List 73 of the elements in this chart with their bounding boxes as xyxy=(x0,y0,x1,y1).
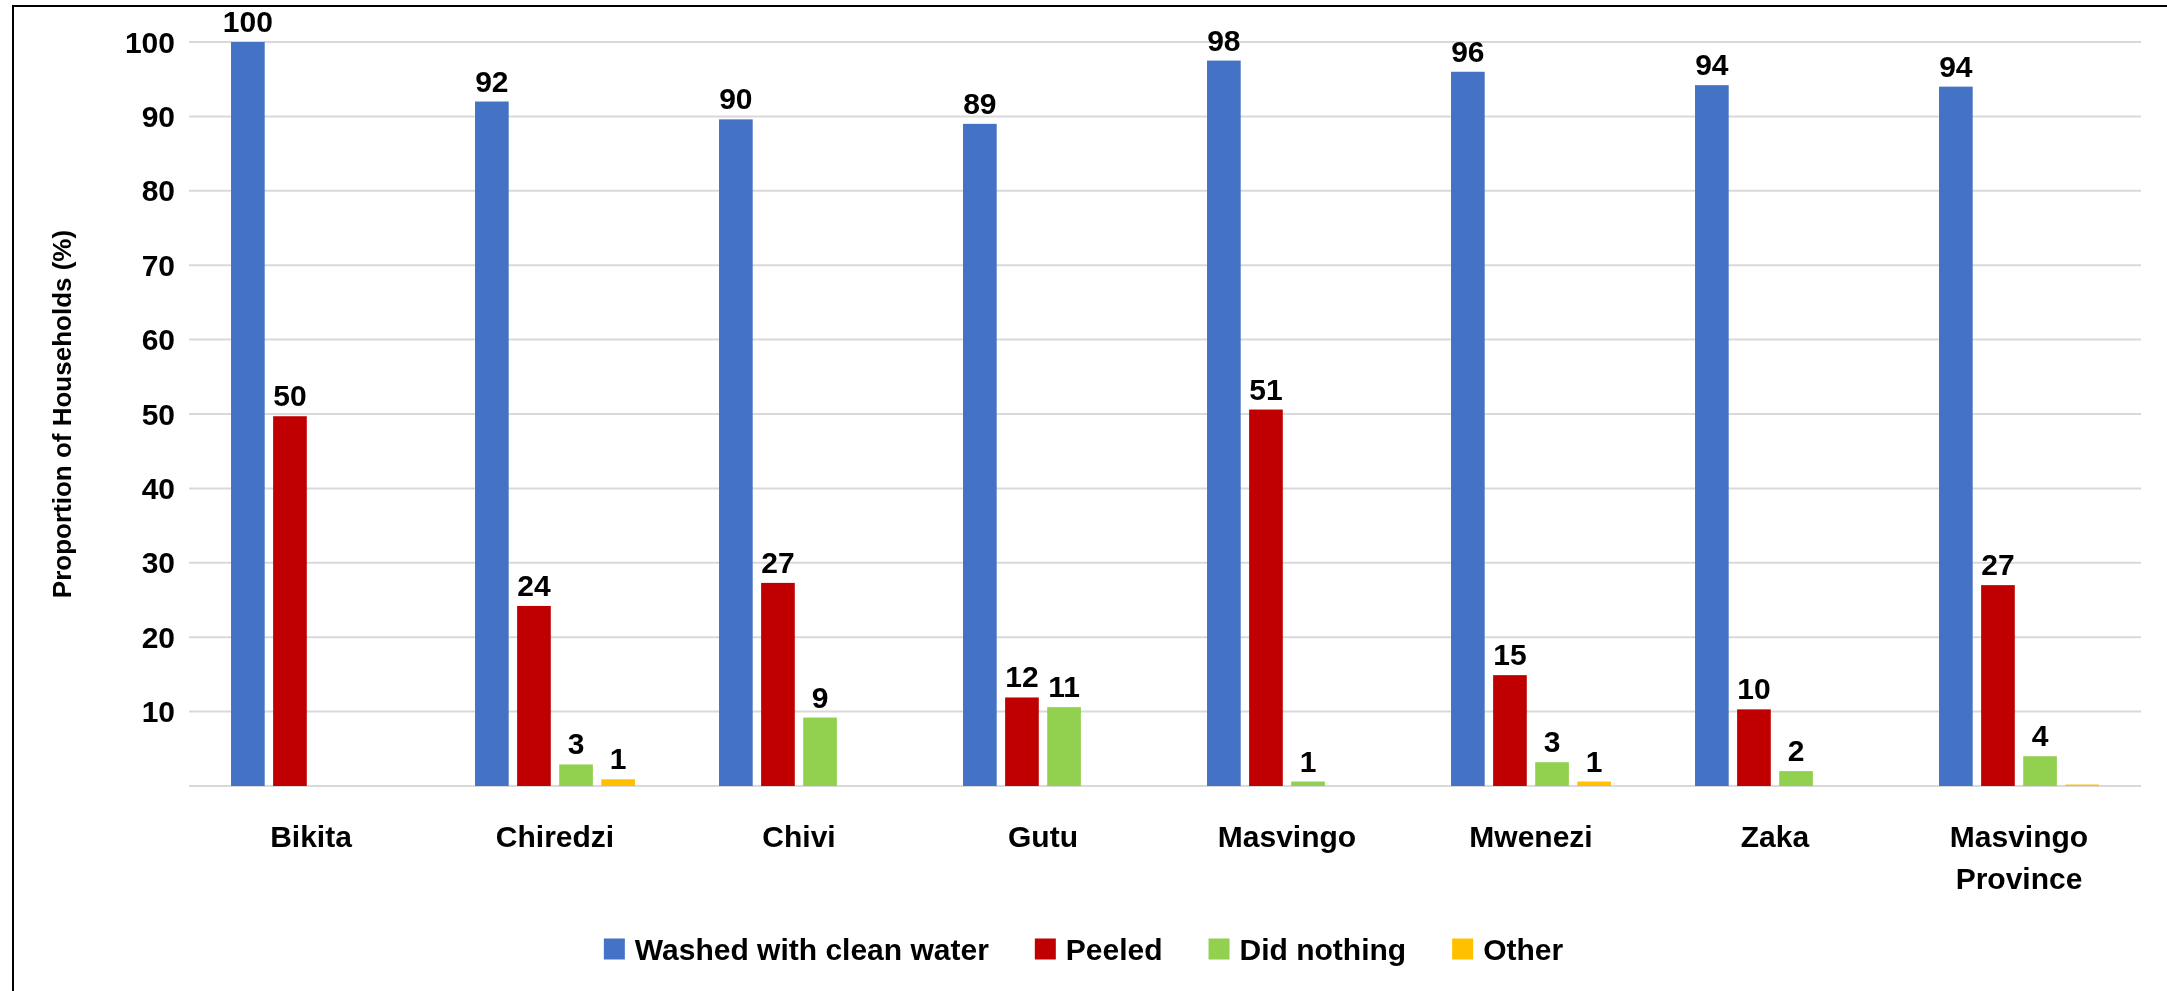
data-label: 12 xyxy=(1005,660,1039,694)
data-label: 94 xyxy=(1939,49,1973,83)
data-label: 1 xyxy=(1299,744,1317,778)
bar xyxy=(1493,675,1527,786)
bar xyxy=(1005,697,1039,786)
bar xyxy=(559,764,593,786)
y-tick-label: 100 xyxy=(124,25,175,59)
y-tick-label: 60 xyxy=(141,323,175,357)
data-label: 1 xyxy=(1585,744,1603,778)
x-tick-label: Chivi xyxy=(762,819,836,853)
data-label: 11 xyxy=(1048,670,1080,704)
bar xyxy=(273,416,307,786)
bar xyxy=(1737,709,1771,786)
data-label: 94 xyxy=(1695,48,1729,82)
bar xyxy=(963,123,997,786)
x-tick-label: Mwenezi xyxy=(1469,819,1593,853)
legend-label: Peeled xyxy=(1065,932,1163,966)
y-tick-label: 20 xyxy=(141,620,175,654)
x-tick-label: Masvingo xyxy=(1217,819,1357,853)
data-label: 2 xyxy=(1787,734,1805,768)
y-axis-title: Proportion of Households (%) xyxy=(47,229,77,599)
bar xyxy=(1535,762,1569,786)
data-label: 27 xyxy=(1981,548,2015,582)
data-label: 3 xyxy=(1543,725,1561,759)
bar xyxy=(1291,781,1325,786)
bar xyxy=(719,119,753,786)
bar xyxy=(1047,707,1081,786)
x-tick-label: Gutu xyxy=(1008,819,1078,853)
bar xyxy=(761,582,795,786)
data-label: 4 xyxy=(2031,719,2049,753)
data-label: 3 xyxy=(567,727,585,761)
data-label: 50 xyxy=(273,379,307,413)
y-tick-label: 10 xyxy=(141,695,175,729)
y-tick-label: 90 xyxy=(141,99,175,133)
bar xyxy=(1207,60,1241,786)
bar xyxy=(1695,85,1729,786)
bar xyxy=(1981,585,2015,786)
data-label: 90 xyxy=(719,82,753,116)
data-label: 100 xyxy=(222,5,273,38)
x-tick-label: Masvingo Province xyxy=(1949,819,2089,895)
bar xyxy=(2023,756,2057,786)
bar xyxy=(1249,409,1283,786)
bar xyxy=(475,101,509,786)
bar xyxy=(1577,781,1611,786)
data-label: 51 xyxy=(1249,372,1283,406)
legend-label: Other xyxy=(1483,932,1564,966)
data-label: 24 xyxy=(517,568,551,602)
bar xyxy=(231,42,265,786)
y-tick-label: 40 xyxy=(141,471,175,505)
bar xyxy=(1939,86,1973,786)
y-tick-label: 80 xyxy=(141,174,175,208)
data-label: 96 xyxy=(1451,34,1485,68)
data-label: 15 xyxy=(1493,638,1527,672)
x-tick-label: Bikita xyxy=(270,819,353,853)
y-tick-label: 70 xyxy=(141,248,175,282)
data-label: 9 xyxy=(811,680,829,714)
data-label: 27 xyxy=(761,545,795,579)
data-label: 92 xyxy=(475,64,509,98)
bar xyxy=(1451,71,1485,786)
x-tick-label: Chiredzi xyxy=(495,819,615,853)
bar xyxy=(1779,771,1813,786)
bar xyxy=(803,717,837,786)
bar xyxy=(601,779,635,786)
legend-label: Did nothing xyxy=(1239,932,1407,966)
data-label: 98 xyxy=(1207,23,1241,57)
data-label: 89 xyxy=(963,86,997,120)
x-tick-label: Zaka xyxy=(1740,819,1810,853)
data-label: 10 xyxy=(1737,672,1771,706)
y-tick-label: 50 xyxy=(141,397,175,431)
y-tick-label: 30 xyxy=(141,546,175,580)
data-label: 1 xyxy=(609,742,627,776)
bar xyxy=(517,605,551,786)
legend-label: Washed with clean water xyxy=(634,932,990,966)
